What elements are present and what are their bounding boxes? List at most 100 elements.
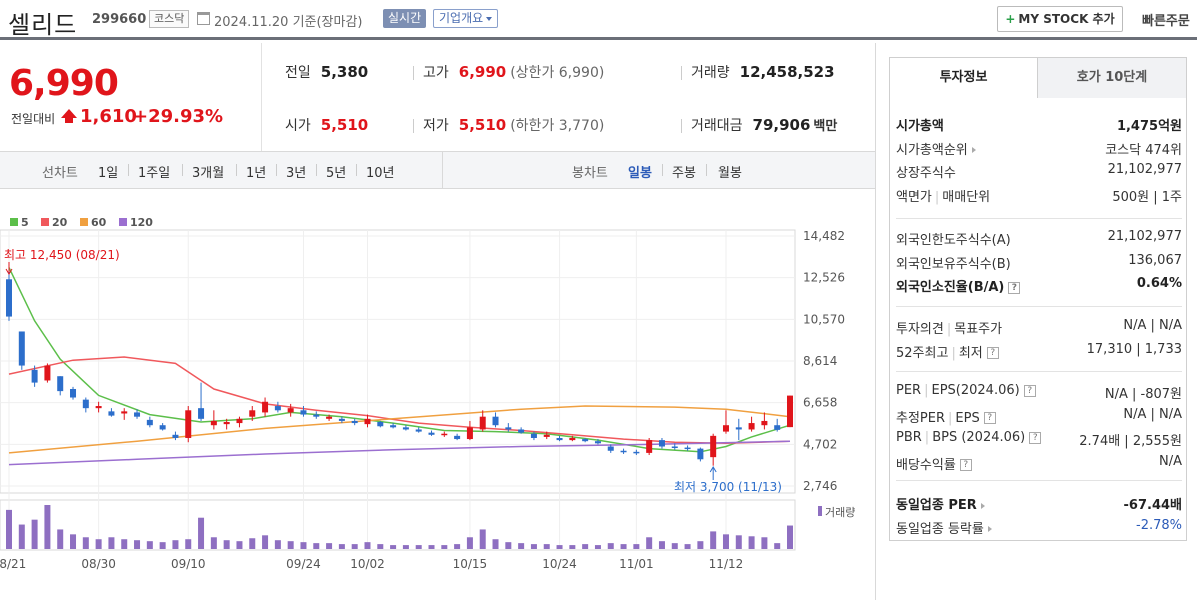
stock-name: 셀리드 (8, 11, 78, 39)
candle-body (671, 446, 678, 449)
volume-bar (748, 536, 755, 549)
x-tick-label: 08/21 (0, 557, 26, 571)
info-row: 추정PER | EPS? N/A | N/A (896, 404, 1182, 426)
period-monthly[interactable]: 월봉 (718, 166, 742, 181)
tab-investment-info[interactable]: 투자정보 (890, 58, 1038, 98)
help-icon[interactable]: ? (1023, 384, 1036, 397)
candle-body (121, 411, 128, 414)
info-key-part: 매매단위 (942, 189, 991, 205)
info-key[interactable]: 동일업종 등락률 (896, 518, 992, 537)
volume-bar (620, 544, 627, 549)
volume-bar (761, 537, 768, 549)
period-3m[interactable]: 3개월 (192, 166, 225, 181)
stat-label: 거래대금 (691, 118, 743, 134)
volume-bar (210, 537, 217, 549)
candle-body (108, 411, 115, 416)
stat-label: 시가 (285, 118, 311, 134)
divider (896, 371, 1182, 372)
company-overview-dropdown[interactable]: 기업개요 (433, 9, 499, 28)
info-key: 외국인한도주식수(A) (896, 229, 1011, 248)
candle-body (710, 435, 717, 458)
candle-body (543, 434, 550, 437)
info-key-text: 시가총액 (896, 119, 944, 134)
candle-body (479, 416, 486, 430)
info-key[interactable]: 시가총액순위 (896, 139, 976, 158)
quick-order-link[interactable]: 빠른주문 (1142, 14, 1190, 29)
volume-bar (402, 545, 409, 549)
x-tick-label: 09/24 (286, 557, 321, 571)
info-key[interactable]: 동일업종 PER (896, 494, 985, 513)
stat-value: 5,510 (320, 116, 369, 134)
candle-body (428, 432, 435, 435)
help-icon[interactable]: ? (983, 412, 996, 424)
ma-line-20 (8, 356, 791, 445)
period-1w[interactable]: 1주일 (138, 166, 171, 181)
volume-bar (582, 544, 589, 549)
candle-body (607, 446, 614, 451)
x-tick-label: 11/01 (619, 557, 654, 571)
stat-value: 6,990 (458, 63, 507, 81)
volume-bar (658, 541, 665, 549)
x-tick-label: 09/10 (171, 557, 206, 571)
info-key-text: 동일업종 PER (896, 498, 977, 513)
volume-bar (236, 541, 243, 549)
x-tick-label: 10/02 (350, 557, 385, 571)
candle-body (594, 441, 601, 444)
volume-legend-swatch (818, 506, 822, 516)
stat-open: 시가 5,510 (285, 115, 368, 135)
info-value: -67.44배 (1123, 498, 1182, 513)
candle-body (569, 437, 576, 441)
volume-bar (198, 517, 205, 549)
chevron-down-icon (486, 16, 493, 21)
volume-bar (505, 542, 512, 549)
help-icon[interactable]: ? (959, 459, 972, 471)
info-key-text: 배당수익률 (896, 457, 956, 473)
divider (896, 306, 1182, 307)
candle-body (146, 419, 153, 426)
info-value: 136,067 (1128, 252, 1182, 268)
candle-body (223, 422, 230, 425)
info-key: PER | EPS(2024.06)? (896, 383, 1036, 398)
help-icon[interactable]: ? (1008, 281, 1021, 294)
info-value: 21,102,977 (1107, 229, 1182, 244)
info-key: 외국인소진율(B/A)? (896, 276, 1021, 295)
candle-body (313, 414, 320, 417)
legend-label: 60 (91, 216, 107, 229)
info-key-part: 투자의견 (896, 322, 944, 337)
candle-body (95, 406, 102, 409)
info-row: 동일업종 등락률 -2.78% (896, 515, 1182, 537)
help-icon[interactable]: ? (986, 347, 999, 359)
period-3y[interactable]: 3년 (286, 166, 307, 181)
volume-bar (326, 543, 333, 549)
my-stock-add-button[interactable]: + MY STOCK 추가 (997, 6, 1123, 32)
volume-bar (633, 544, 640, 549)
period-10y[interactable]: 10년 (366, 166, 395, 181)
x-tick-label: 10/15 (453, 557, 488, 571)
volume-bar (172, 540, 179, 549)
period-weekly[interactable]: 주봉 (672, 166, 696, 181)
volume-bar (454, 544, 461, 549)
info-value: N/A | N/A (1123, 318, 1182, 333)
stat-sub: (상한가 6,990) (510, 65, 605, 81)
ma-line-60 (8, 405, 791, 454)
info-key-part: PBR (896, 430, 922, 445)
stat-prev: 전일 5,380 (285, 62, 368, 82)
info-value: 17,310 | 1,733 (1086, 341, 1182, 357)
info-row: 투자의견 | 목표주가 N/A | N/A (896, 315, 1182, 337)
info-key-text: 외국인보유주식수(B) (896, 256, 1011, 272)
up-arrow-icon (709, 466, 717, 473)
period-1d[interactable]: 1일 (98, 166, 119, 181)
stat-sub: (하한가 3,770) (510, 118, 605, 134)
candle-body (364, 418, 371, 425)
period-5y[interactable]: 5년 (326, 166, 347, 181)
tab-order-book[interactable]: 호가 10단계 (1038, 58, 1186, 98)
volume-bar (390, 545, 397, 549)
period-daily[interactable]: 일봉 (628, 166, 652, 181)
period-1y[interactable]: 1년 (246, 166, 267, 181)
help-icon[interactable]: ? (1029, 431, 1042, 444)
price-chart[interactable]: 14,482 12,526 10,570 8,614 6,658 4,702 2,746 08… (0, 190, 875, 600)
candle-body (159, 425, 166, 430)
realtime-button[interactable]: 실시간 (383, 9, 427, 28)
volume-bar (313, 543, 320, 549)
divider: | (951, 345, 956, 361)
